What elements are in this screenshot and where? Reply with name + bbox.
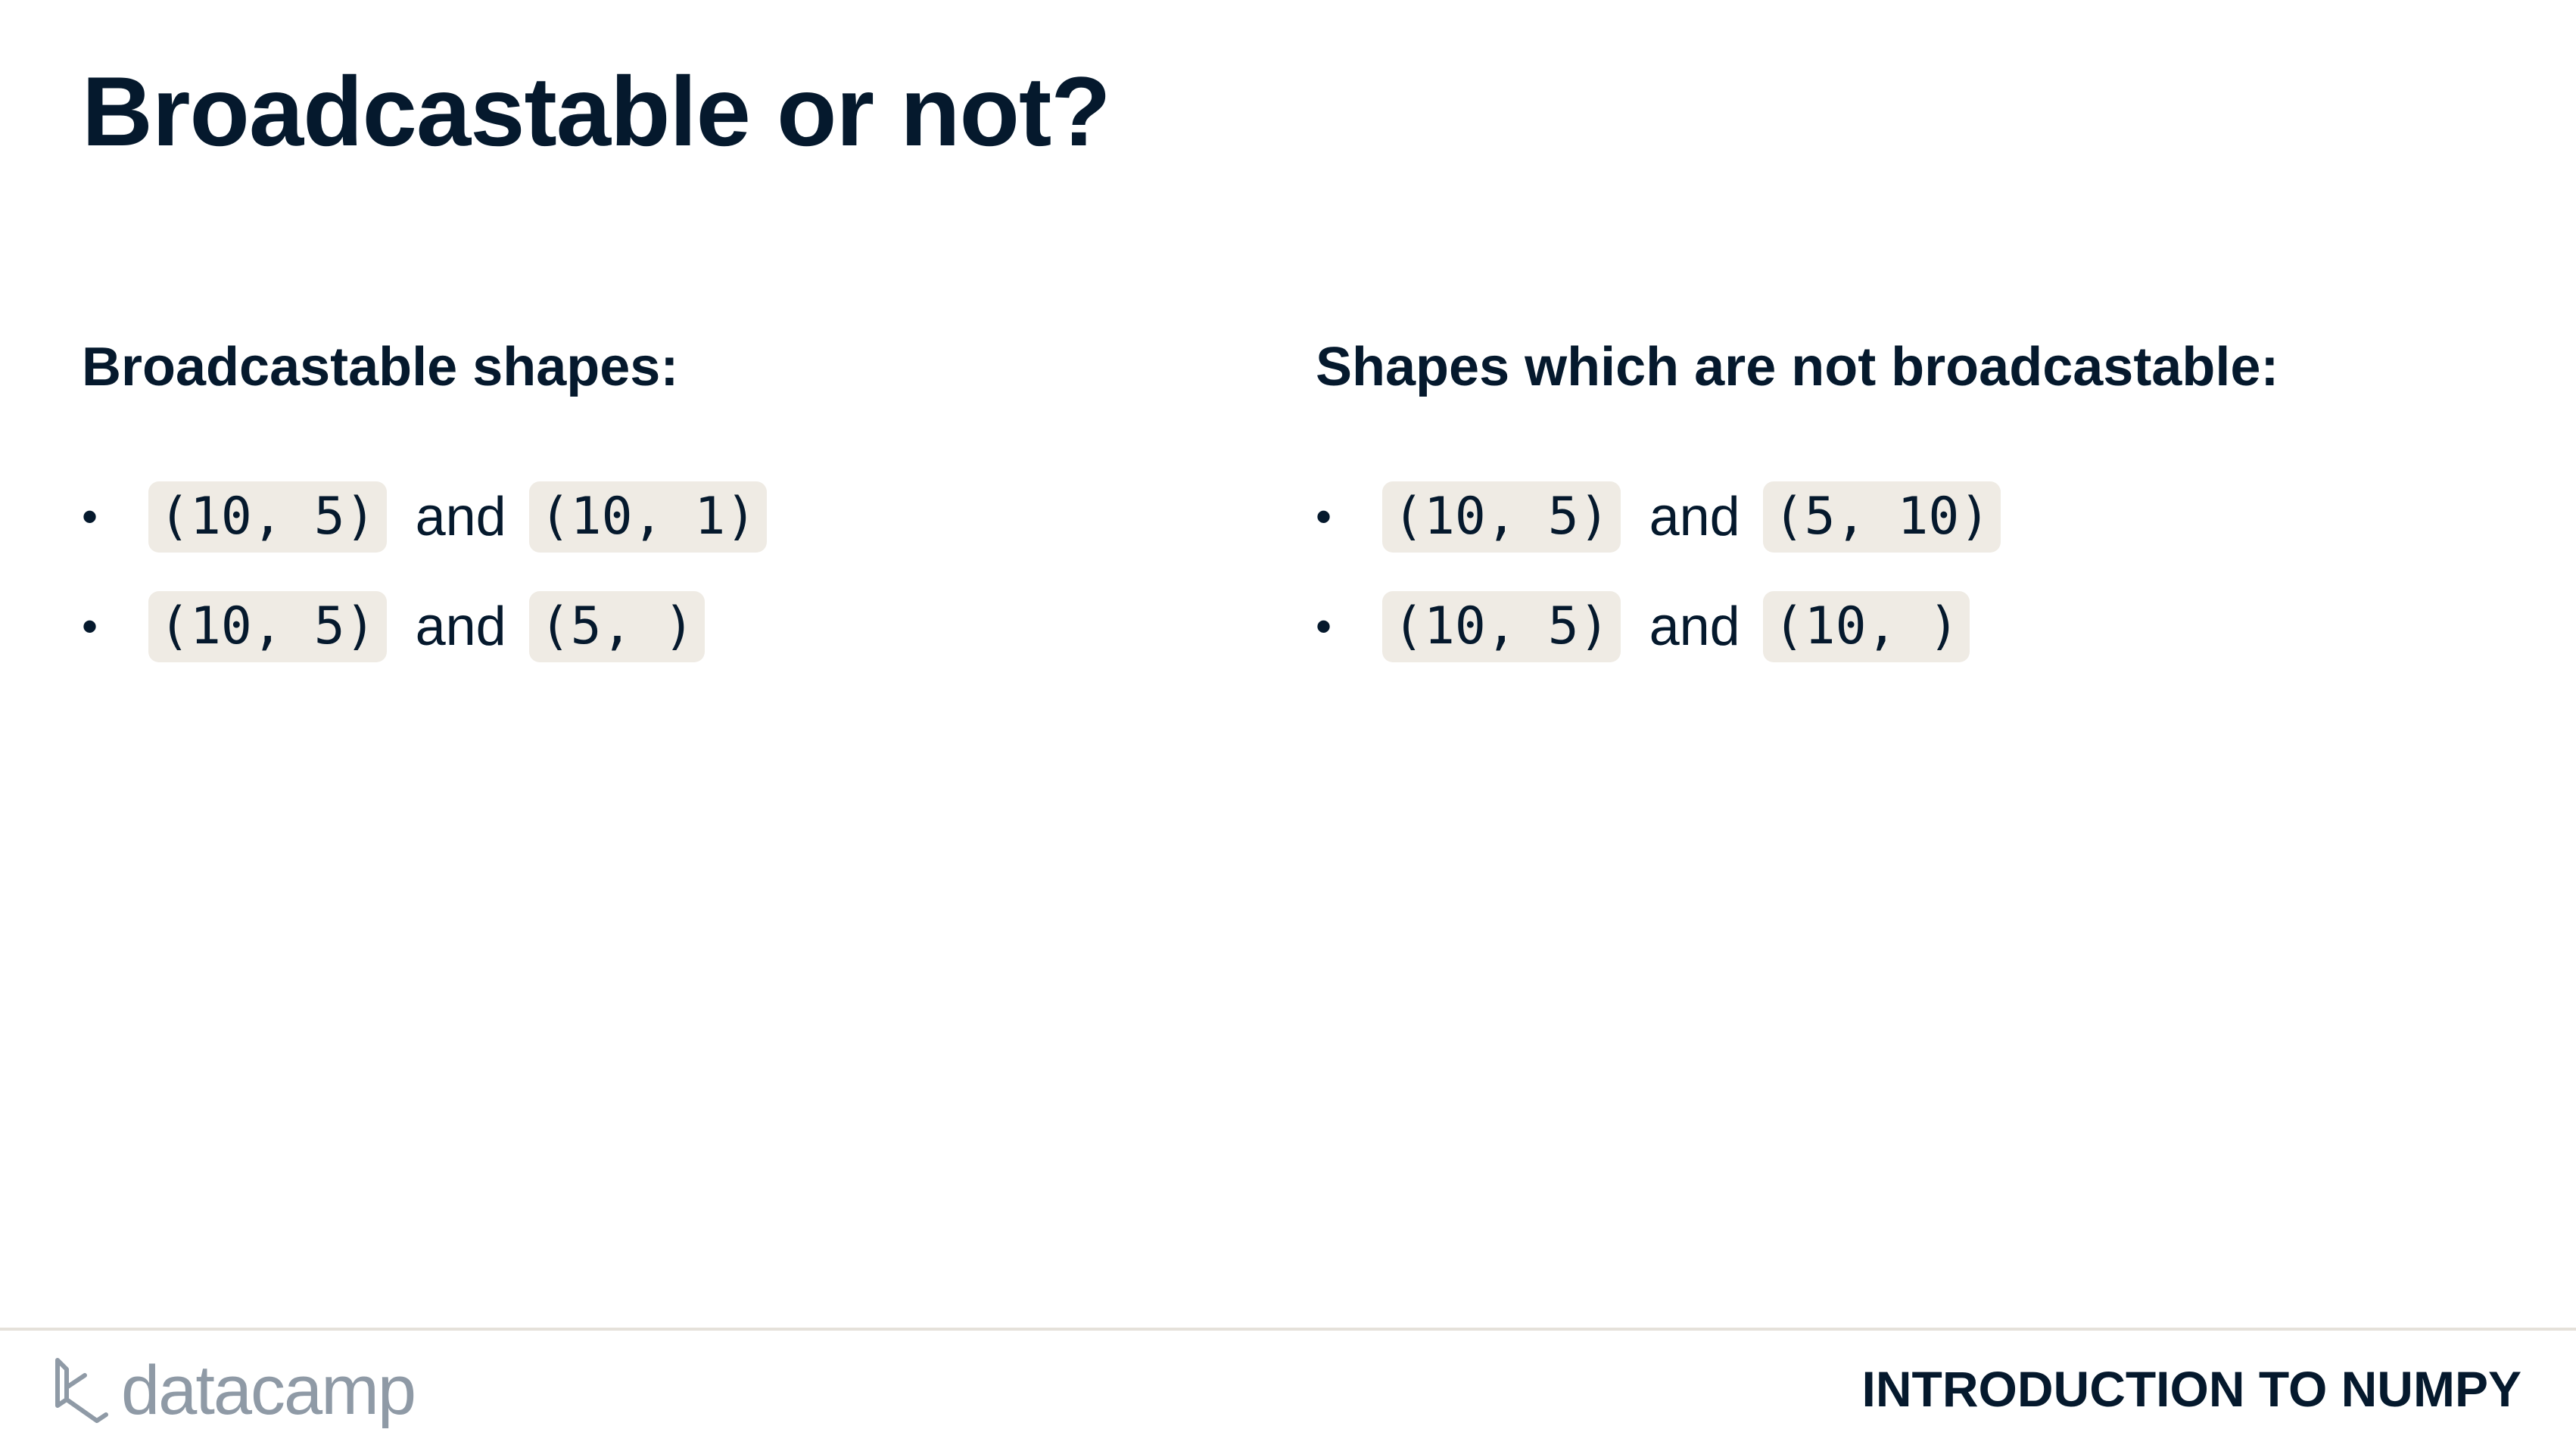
list-item: • (10, 5) and (5, 10)	[1316, 462, 2001, 571]
shape-code: (5, 10)	[1762, 481, 2001, 553]
connector-text: and	[1649, 486, 1740, 547]
shape-code: (10, 5)	[148, 590, 387, 662]
shape-code: (10, )	[1762, 590, 1970, 662]
not-broadcastable-column: Shapes which are not broadcastable: • (1…	[1316, 329, 2279, 662]
logo-text: datacamp	[121, 1352, 416, 1429]
bullet-icon: •	[82, 490, 98, 542]
shape-code: (10, 5)	[1382, 590, 1621, 662]
broadcastable-heading: Broadcastable shapes:	[82, 337, 679, 397]
not-broadcastable-heading: Shapes which are not broadcastable:	[1316, 337, 2279, 397]
list-item: • (10, 5) and (10, )	[1316, 571, 2001, 681]
shape-code: (10, 5)	[1382, 481, 1621, 553]
connector-text: and	[415, 486, 506, 547]
slide-title: Broadcastable or not?	[82, 56, 1111, 167]
datacamp-logo-icon	[55, 1358, 108, 1423]
shape-code: (10, 5)	[148, 481, 387, 553]
connector-text: and	[415, 596, 506, 657]
list-item: • (10, 5) and (10, 1)	[82, 462, 768, 571]
bullet-icon: •	[82, 600, 98, 652]
connector-text: and	[1649, 596, 1740, 657]
shape-code: (5, )	[528, 590, 706, 662]
broadcastable-list: • (10, 5) and (10, 1) • (10, 5) and (5, …	[82, 462, 768, 681]
bullet-icon: •	[1316, 490, 1332, 542]
datacamp-logo: datacamp	[51, 1349, 416, 1432]
broadcastable-column: Broadcastable shapes: • (10, 5) and (10,…	[82, 329, 768, 662]
bullet-icon: •	[1316, 600, 1332, 652]
footer-divider	[0, 1328, 2576, 1331]
not-broadcastable-list: • (10, 5) and (5, 10) • (10, 5) and (10,…	[1316, 462, 2001, 681]
course-name: INTRODUCTION TO NUMPY	[1861, 1361, 2521, 1417]
shape-code: (10, 1)	[528, 481, 768, 553]
list-item: • (10, 5) and (5, )	[82, 571, 767, 681]
